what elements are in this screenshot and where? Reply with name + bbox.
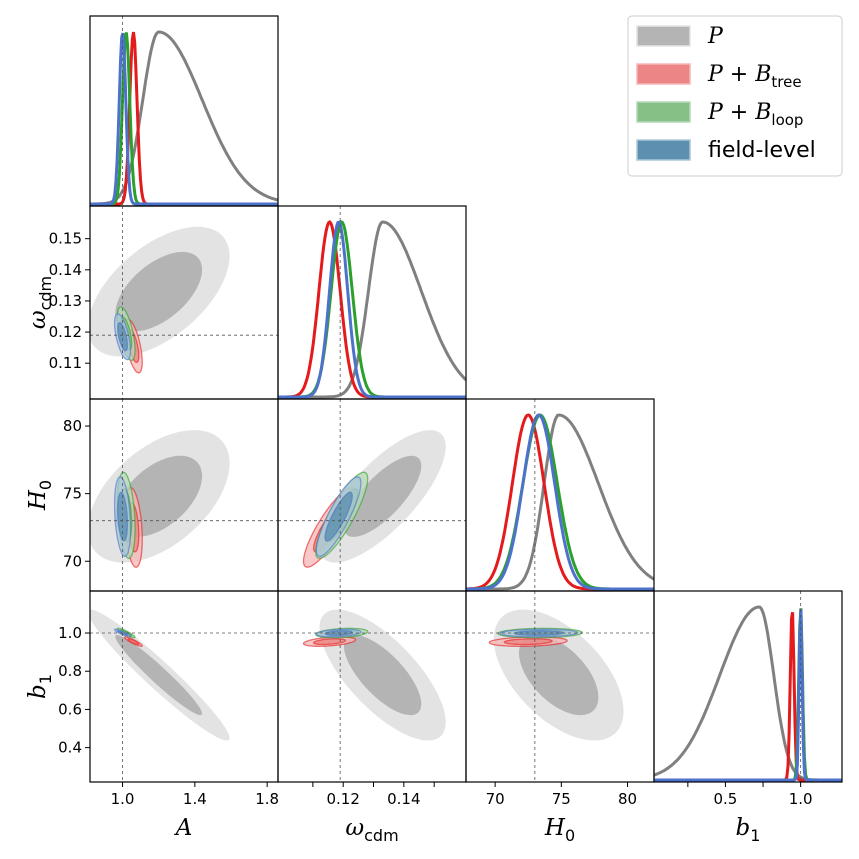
- panel-omega_cdm-vs-A: [90, 206, 278, 399]
- legend-label-P_Btree: P + Btree: [707, 62, 802, 91]
- panel-H0-vs-H0: [466, 399, 654, 591]
- y-tick-label-omega_cdm: 0.11: [49, 354, 82, 372]
- panel-b1-vs-omega_cdm: [278, 591, 466, 782]
- marginal-P-b1: [654, 605, 842, 782]
- marginal-P-H0: [466, 413, 654, 591]
- x-tick-label-A: 1.8: [255, 790, 279, 808]
- y-tick-label-omega_cdm: 0.15: [49, 230, 82, 248]
- x-tick-label-A: 1.4: [183, 790, 207, 808]
- contour-68-P_Btree: [503, 638, 553, 646]
- x-tick-label-H0: 70: [486, 790, 505, 808]
- legend-box: [627, 15, 843, 177]
- contour-68-P: [115, 251, 203, 332]
- legend-swatch-P_Bloop: [636, 101, 691, 123]
- y-axis-label-omega_cdm: ωcdm: [25, 276, 55, 329]
- y-tick-label-b1: 1.0: [58, 624, 82, 642]
- panel-b1-vs-H0: [466, 591, 654, 782]
- contour-68-P: [519, 634, 599, 716]
- x-tick-label-b1: 0.5: [714, 790, 738, 808]
- panel-H0-vs-A: [90, 399, 278, 591]
- x-tick-label-A: 1.0: [111, 790, 135, 808]
- panel-omega_cdm-vs-omega_cdm: [278, 206, 466, 399]
- y-tick-label-H0: 80: [63, 417, 82, 435]
- x-axis-label-b1: b1: [736, 815, 761, 845]
- x-tick-label-omega_cdm: 0.12: [326, 790, 359, 808]
- y-tick-label-omega_cdm: 0.13: [49, 292, 82, 310]
- marginal-P-A: [90, 30, 278, 206]
- marginal-field_level-A: [90, 32, 278, 206]
- panel-A-vs-A: [90, 16, 278, 206]
- contour-68-field_level: [117, 322, 129, 352]
- y-tick-label-b1: 0.4: [58, 739, 82, 757]
- marginal-field_level-omega_cdm: [278, 220, 466, 399]
- contour-68-P_Btree: [127, 638, 140, 646]
- y-tick-label-omega_cdm: 0.12: [49, 323, 82, 341]
- legend-label-P_Bloop: P + Bloop: [707, 100, 803, 129]
- x-axis-label-omega_cdm: ωcdm: [345, 815, 398, 845]
- contour-68-field_level: [117, 491, 129, 542]
- marginal-P-omega_cdm: [278, 220, 466, 399]
- x-axis-label-H0: H0: [544, 815, 575, 845]
- contour-68-field_level: [324, 491, 353, 542]
- corner-panels: 0.11 0.12 0.13 0.14 0.15 70 75 80 1.0 1.4 1.8 0.4 0.…: [49, 15, 843, 808]
- panel-b1-vs-A: [90, 591, 278, 782]
- x-tick-label-H0: 80: [618, 790, 637, 808]
- marginal-P_Bloop-omega_cdm: [278, 220, 466, 399]
- x-axis-label-A: A: [174, 815, 193, 841]
- legend-swatch-field_level: [636, 139, 691, 161]
- y-tick-label-b1: 0.6: [58, 700, 82, 718]
- panel-frame: [653, 590, 843, 783]
- marginal-field_level-b1: [654, 609, 842, 782]
- legend-swatch-P_Btree: [636, 63, 691, 85]
- y-tick-label-omega_cdm: 0.14: [49, 261, 82, 279]
- y-tick-label-b1: 0.8: [58, 662, 82, 680]
- panel-b1-vs-b1: [654, 591, 842, 782]
- y-tick-label-H0: 70: [63, 552, 82, 570]
- panel-H0-vs-omega_cdm: [278, 399, 466, 591]
- legend: P P + Btree P + Bloop field-level: [627, 15, 843, 177]
- contour-68-P: [115, 634, 203, 716]
- y-axis-label-b1: b1: [25, 674, 55, 699]
- x-tick-label-H0: 75: [552, 790, 571, 808]
- marginal-field_level-H0: [466, 413, 654, 591]
- panel-frame: [277, 205, 467, 400]
- legend-label-P: P: [707, 24, 724, 49]
- marginal-P_Btree-omega_cdm: [278, 220, 466, 399]
- y-tick-label-H0: 75: [63, 485, 82, 503]
- x-tick-label-omega_cdm: 0.14: [387, 790, 420, 808]
- contour-68-P_Btree: [312, 638, 347, 646]
- y-axis-label-H0: H0: [25, 480, 55, 511]
- legend-swatch-P: [636, 25, 691, 47]
- x-tick-label-b1: 1.0: [789, 790, 813, 808]
- legend-label-field_level: field-level: [708, 138, 816, 163]
- contour-68-P: [344, 455, 422, 537]
- contour-68-P: [344, 634, 422, 716]
